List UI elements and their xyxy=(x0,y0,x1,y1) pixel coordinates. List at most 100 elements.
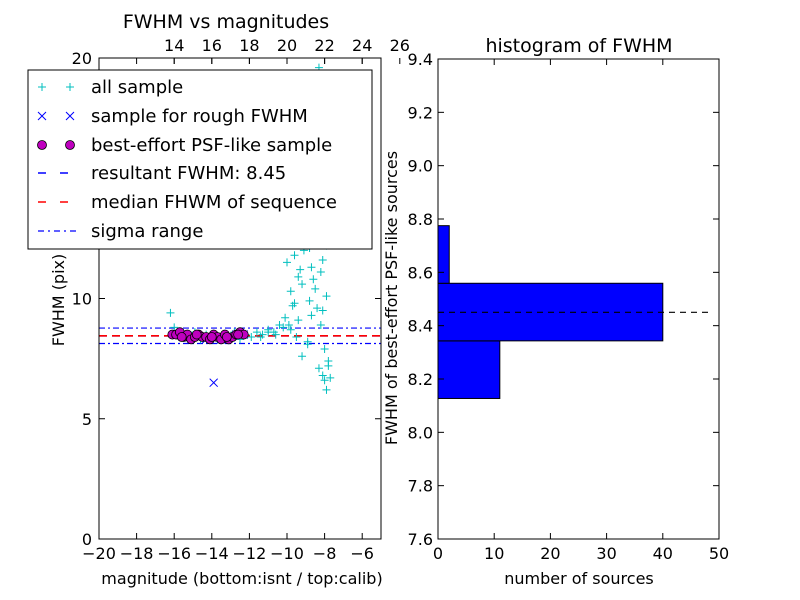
point-all-sample xyxy=(314,364,323,373)
point-psf-sample xyxy=(191,329,202,340)
point-all-sample xyxy=(284,320,293,329)
point-all-sample xyxy=(309,275,318,284)
histogram-panel: histogram of FWHM 0 10 20 30 40 50 7.6 7.8 8.0 8.… xyxy=(382,35,729,588)
point-all-sample xyxy=(311,284,320,293)
point-all-sample xyxy=(281,313,290,322)
point-all-sample xyxy=(318,256,327,265)
legend-label-median: median FHWM of sequence xyxy=(91,192,337,213)
point-all-sample xyxy=(288,301,297,310)
point-all-sample xyxy=(307,263,316,272)
point-all-sample xyxy=(298,280,307,289)
legend-entry-resultant: resultant FWHM: 8.45 xyxy=(38,163,286,184)
histogram-x-label: number of sources xyxy=(504,569,654,588)
point-all-sample xyxy=(294,316,303,325)
hist-y-tick-label: 8.2 xyxy=(408,370,433,389)
histogram-bar xyxy=(437,340,501,399)
point-all-sample xyxy=(298,352,307,361)
x-tick-label: −10 xyxy=(270,544,304,563)
scatter-panel: FWHM vs magnitudes −20 −18 −16 −14 −12 −10 −8−… xyxy=(49,11,410,588)
top-tick-label: 24 xyxy=(352,36,372,55)
point-all-sample xyxy=(318,306,327,315)
point-all-sample xyxy=(247,332,256,341)
y-tick-label: 0 xyxy=(82,530,92,549)
legend-label-psf: best-effort PSF-like sample xyxy=(91,135,332,156)
point-all-sample xyxy=(279,323,288,332)
scatter-x-label: magnitude (bottom:isnt / top:calib) xyxy=(101,569,382,588)
point-all-sample xyxy=(322,385,331,394)
histogram-y-label: FWHM of best-effort PSF-like sources xyxy=(382,151,401,445)
top-tick-label: 18 xyxy=(239,36,259,55)
point-all-sample xyxy=(320,376,329,385)
point-all-sample xyxy=(316,268,325,277)
point-psf-sample xyxy=(221,332,232,342)
top-tick-label: 20 xyxy=(277,36,297,55)
point-all-sample xyxy=(296,265,305,274)
legend-x-marker xyxy=(37,111,75,121)
point-all-sample xyxy=(170,323,179,332)
point-rough-sample xyxy=(209,378,219,388)
legend-entry-median: median FHWM of sequence xyxy=(38,192,337,213)
scatter-y-label: FWHM (pix) xyxy=(49,254,68,347)
point-all-sample xyxy=(326,373,335,382)
x-tick-label: −14 xyxy=(195,544,229,563)
point-all-sample xyxy=(313,304,322,313)
hist-x-tick-label: 0 xyxy=(433,544,443,563)
point-all-sample xyxy=(316,320,325,329)
legend-circle-marker xyxy=(65,140,75,150)
x-tick-label: −8 xyxy=(313,544,337,563)
scatter-plot-area: −20 −18 −16 −14 −12 −10 −8 −6 0 5 10 20 14 16 18 20 22 24… xyxy=(72,36,410,563)
hist-x-tick-label: 30 xyxy=(596,544,616,563)
hist-y-tick-label: 9.4 xyxy=(408,50,433,69)
top-tick-label: 26 xyxy=(390,36,410,55)
point-all-sample xyxy=(283,258,291,267)
x-tick-label: −16 xyxy=(157,544,191,563)
histogram-title: histogram of FWHM xyxy=(485,35,672,57)
point-all-sample xyxy=(324,361,333,370)
y-tick-label: 20 xyxy=(72,49,92,68)
hist-y-tick-label: 8.8 xyxy=(408,210,433,229)
histogram-frame xyxy=(437,58,720,540)
hist-x-tick-label: 40 xyxy=(653,544,673,563)
legend-entry-all-sample: all sample xyxy=(38,77,183,98)
point-psf-sample xyxy=(176,332,187,342)
legend-box xyxy=(27,69,373,250)
x-tick-label: −6 xyxy=(350,544,374,563)
point-all-sample xyxy=(307,311,316,320)
histogram-bar xyxy=(437,225,450,284)
legend-circle-marker xyxy=(37,140,47,150)
legend-plus-marker xyxy=(38,83,74,91)
hist-y-tick-label: 8.0 xyxy=(408,423,433,442)
point-all-sample xyxy=(286,325,295,334)
legend-entry-rough: sample for rough FWHM xyxy=(37,106,308,127)
x-tick-label: −12 xyxy=(233,544,267,563)
point-psf-sample xyxy=(233,329,244,340)
point-all-sample xyxy=(322,292,331,301)
top-tick-label: 22 xyxy=(314,36,334,55)
point-all-sample xyxy=(264,328,273,337)
x-tick-label: −18 xyxy=(120,544,154,563)
point-all-sample xyxy=(305,296,314,305)
legend-label-rough: sample for rough FWHM xyxy=(91,106,308,127)
point-all-sample xyxy=(290,251,299,260)
point-all-sample xyxy=(294,272,303,281)
legend-label-all-sample: all sample xyxy=(91,77,183,98)
point-psf-sample xyxy=(206,332,217,342)
legend-entry-psf: best-effort PSF-like sample xyxy=(37,135,332,156)
hist-y-tick-label: 7.6 xyxy=(408,530,433,549)
legend-label-sigma: sigma range xyxy=(91,221,203,242)
x-tick-label: −20 xyxy=(82,544,116,563)
point-all-sample xyxy=(252,328,261,337)
hist-y-tick-label: 8.4 xyxy=(408,317,433,336)
y-tick-label: 10 xyxy=(72,290,92,309)
hist-x-tick-label: 50 xyxy=(709,544,729,563)
hist-x-tick-label: 20 xyxy=(540,544,560,563)
point-all-sample xyxy=(271,330,280,339)
y-tick-label: 5 xyxy=(82,410,92,429)
scatter-legend: all sample sample for rough FWHM best-ef… xyxy=(27,69,373,250)
scatter-title: FWHM vs magnitudes xyxy=(123,11,329,33)
point-all-sample xyxy=(320,345,329,354)
point-all-sample xyxy=(303,340,312,349)
hist-y-tick-label: 7.8 xyxy=(408,477,433,496)
scatter-data-layer xyxy=(99,63,381,394)
